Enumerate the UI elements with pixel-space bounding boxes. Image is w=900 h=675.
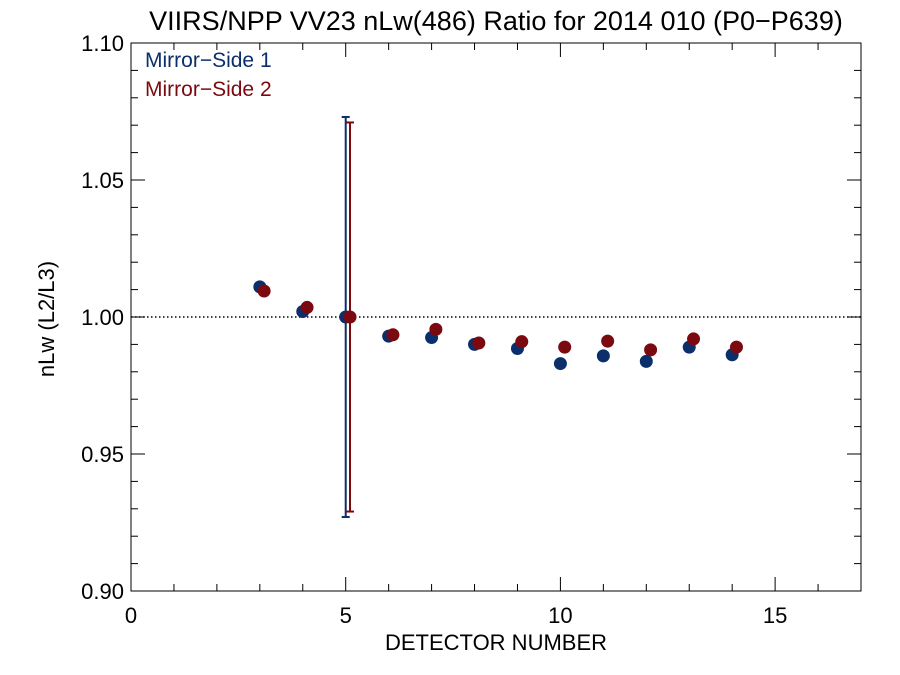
data-point-series-2 xyxy=(386,328,400,342)
legend-entry-mirror-side-2: Mirror−Side 2 xyxy=(145,78,272,101)
data-point-series-2 xyxy=(601,334,615,348)
x-tick-label: 0 xyxy=(125,603,137,628)
data-point-series-2 xyxy=(687,332,701,346)
legend-entry-mirror-side-1: Mirror−Side 1 xyxy=(145,49,272,72)
data-point-series-2 xyxy=(257,284,271,298)
y-axis-label: nLw (L2/L3) xyxy=(34,261,59,377)
data-point-series-1 xyxy=(639,354,653,368)
legend: Mirror−Side 1 Mirror−Side 2 xyxy=(145,49,272,101)
data-point-series-2 xyxy=(644,343,658,357)
data-point-series-2 xyxy=(558,340,572,354)
data-point-series-1 xyxy=(553,357,567,371)
x-tick-label: 10 xyxy=(548,603,572,628)
y-tick-label: 1.10 xyxy=(81,31,124,56)
data-point-series-2 xyxy=(515,335,529,349)
plot-area-frame xyxy=(130,42,862,592)
data-point-series-2 xyxy=(472,336,486,350)
data-point-series-2 xyxy=(300,300,314,314)
y-tick-label: 0.95 xyxy=(81,442,124,467)
x-axis-label: DETECTOR NUMBER xyxy=(385,630,607,655)
y-tick-label: 1.05 xyxy=(81,168,124,193)
y-tick-label: 1.00 xyxy=(81,305,124,330)
x-tick-label: 5 xyxy=(340,603,352,628)
data-point-series-1 xyxy=(596,349,610,363)
data-point-series-2 xyxy=(729,340,743,354)
x-tick-label: 15 xyxy=(763,603,787,628)
y-tick-label: 0.90 xyxy=(81,579,124,604)
data-point-series-2 xyxy=(429,322,443,336)
data-point-series-2 xyxy=(343,310,357,324)
chart-title: VIIRS/NPP VV23 nLw(486) Ratio for 2014 0… xyxy=(149,6,843,36)
